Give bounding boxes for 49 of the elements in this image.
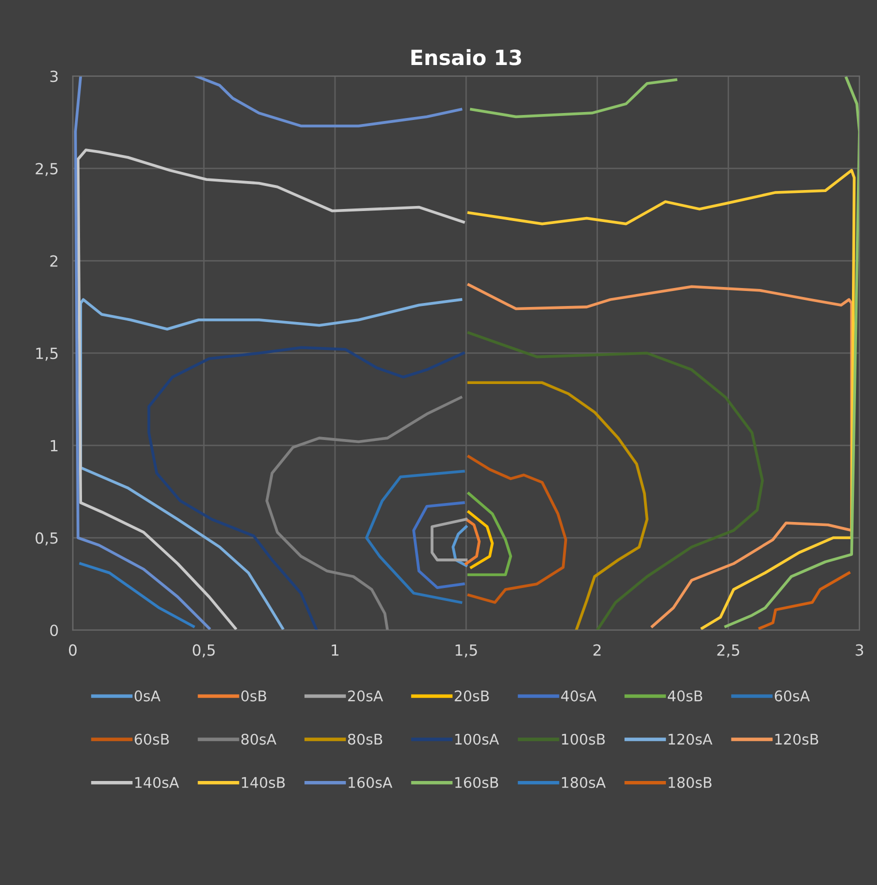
legend-label: 120sB	[775, 734, 818, 745]
y-tick-label: 2,5	[36, 162, 58, 176]
x-tick-label: 2,5	[717, 644, 740, 658]
legend-label: 60sB	[134, 734, 169, 745]
legend-label: 140sA	[135, 776, 179, 788]
legend-label: 0sA	[134, 690, 160, 702]
line-series	[365, 470, 465, 604]
x-tick-label: 1	[332, 644, 338, 656]
legend-label: 180sB	[668, 776, 712, 788]
line-series	[464, 518, 481, 566]
x-tick-label: 3	[856, 644, 864, 656]
line-series	[467, 455, 568, 604]
legend-label: 80sB	[348, 734, 382, 745]
legend-label: 40sA	[561, 690, 596, 702]
line-series	[467, 492, 512, 576]
legend-label: 20sA	[348, 690, 384, 702]
x-tick-label: 0	[68, 644, 77, 656]
x-tick-label: 1,5	[456, 644, 477, 658]
line-series	[412, 501, 465, 590]
line-series	[430, 518, 468, 562]
legend-label: 80sA	[241, 734, 276, 745]
y-tick-label: 1	[50, 440, 58, 452]
line-series	[467, 510, 494, 569]
line-series	[265, 396, 462, 630]
line-series	[467, 168, 856, 630]
line-series	[467, 381, 648, 630]
y-tick-label: 0	[50, 624, 58, 636]
legend-label: 160sB	[455, 776, 498, 788]
legend-label: 100sA	[455, 734, 499, 745]
chart-title: Ensaio 13	[411, 49, 522, 66]
legend-label: 60sA	[774, 690, 810, 702]
legend-label: 40sB	[668, 690, 702, 702]
x-tick-label: 0,5	[192, 644, 215, 658]
legend-label: 100sB	[562, 734, 605, 745]
y-tick-label: 2	[50, 255, 58, 267]
legend-label: 20sB	[454, 690, 489, 702]
x-tick-label: 2	[593, 644, 601, 656]
y-tick-label: 3	[50, 70, 58, 82]
legend-label: 160sA	[348, 776, 392, 788]
line-series	[758, 571, 850, 630]
line-series	[79, 562, 195, 628]
y-tick-label: 1,5	[36, 348, 58, 361]
line-series	[467, 331, 764, 630]
legend-label: 120sA	[668, 734, 712, 745]
line-series	[147, 346, 465, 630]
y-tick-label: 0,5	[36, 532, 58, 546]
legend-label: 140sB	[242, 776, 285, 788]
legend-label: 0sB	[241, 690, 266, 702]
legend-label: 180sA	[562, 776, 606, 788]
